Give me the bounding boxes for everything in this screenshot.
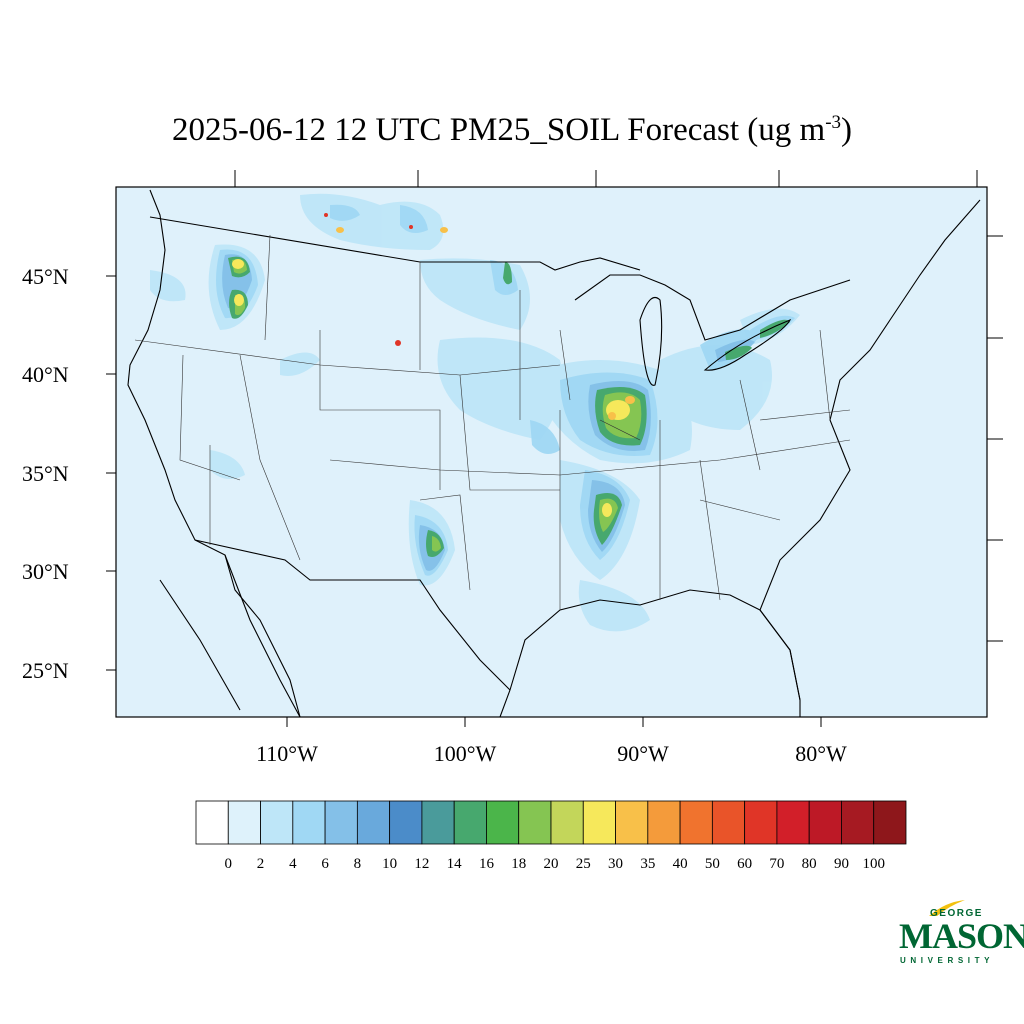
colorbar-label: 60 — [737, 856, 752, 872]
map-frame — [115, 186, 988, 718]
colorbar-label: 6 — [321, 856, 329, 872]
colorbar-label: 0 — [225, 856, 233, 872]
colorbar-label: 90 — [834, 856, 849, 872]
lon-label: 80°W — [795, 741, 847, 766]
colorbar-label: 4 — [289, 856, 297, 872]
colorbar-swatch — [453, 800, 487, 845]
colorbar-label: 16 — [479, 856, 495, 872]
lon-label: 90°W — [617, 741, 669, 766]
colorbar-swatch — [679, 800, 713, 845]
colorbar-swatch — [615, 800, 649, 845]
lon-label: 110°W — [256, 741, 318, 766]
colorbar-label: 100 — [862, 856, 885, 872]
colorbar-swatch — [227, 800, 261, 845]
lat-label: 45°N — [22, 264, 69, 289]
colorbar-swatch — [260, 800, 294, 845]
colorbar-swatch — [292, 800, 326, 845]
gmu-logo: GEORGE MASON UNIVERSITY — [895, 898, 1024, 970]
map-title: 2025-06-12 12 UTC PM25_SOIL Forecast (ug… — [171, 112, 853, 148]
colorbar-label: 2 — [257, 856, 265, 872]
colorbar-swatch — [421, 800, 455, 845]
logo-swoosh-icon — [929, 900, 965, 916]
lat-label: 30°N — [22, 559, 69, 584]
state-lines — [134, 234, 851, 610]
colorbar-swatch — [744, 800, 778, 845]
lon-label: 100°W — [434, 741, 497, 766]
colorbar-label: 70 — [769, 856, 784, 872]
colorbar-label: 20 — [544, 856, 559, 872]
colorbar: 0 2 4 6 8 10 12 14 16 18 20 25 30 35 40 50 60 70 80 90 100 — [195, 800, 907, 872]
colorbar-swatch — [195, 800, 229, 845]
colorbar-label: 30 — [608, 856, 623, 872]
colorbar-label: 40 — [673, 856, 688, 872]
logo-mason: MASON — [899, 916, 1024, 956]
colorbar-swatch — [518, 800, 552, 845]
colorbar-swatch — [356, 800, 391, 845]
axis-ticks — [106, 170, 1003, 727]
colorbar-swatch — [711, 800, 746, 845]
colorbar-label: 80 — [802, 856, 817, 872]
colorbar-label: 50 — [705, 856, 720, 872]
colorbar-swatch — [841, 800, 875, 845]
colorbar-label: 8 — [354, 856, 362, 872]
colorbar-swatch — [550, 800, 584, 845]
colorbar-label: 35 — [640, 856, 655, 872]
colorbar-label: 14 — [447, 856, 463, 872]
lat-label: 40°N — [22, 362, 69, 387]
colorbar-swatch — [582, 800, 616, 845]
logo-george: GEORGE — [930, 908, 983, 919]
colorbar-swatch — [776, 800, 810, 845]
colorbar-swatch — [486, 800, 520, 845]
colorbar-label: 25 — [576, 856, 591, 872]
lat-label: 25°N — [22, 658, 69, 683]
colorbar-swatch — [808, 800, 842, 845]
longitude-labels: 110°W 100°W 90°W 80°W — [256, 741, 847, 766]
colorbar-swatch — [389, 800, 423, 845]
lat-label: 35°N — [22, 461, 69, 486]
colorbar-swatch — [873, 800, 907, 845]
colorbar-label: 18 — [511, 856, 526, 872]
logo-university: UNIVERSITY — [900, 956, 995, 965]
colorbar-label: 10 — [382, 856, 397, 872]
colorbar-label: 12 — [414, 856, 429, 872]
latitude-labels: 45°N 40°N 35°N 30°N 25°N — [22, 264, 69, 683]
colorbar-swatch — [324, 800, 358, 845]
colorbar-swatch — [647, 800, 681, 845]
